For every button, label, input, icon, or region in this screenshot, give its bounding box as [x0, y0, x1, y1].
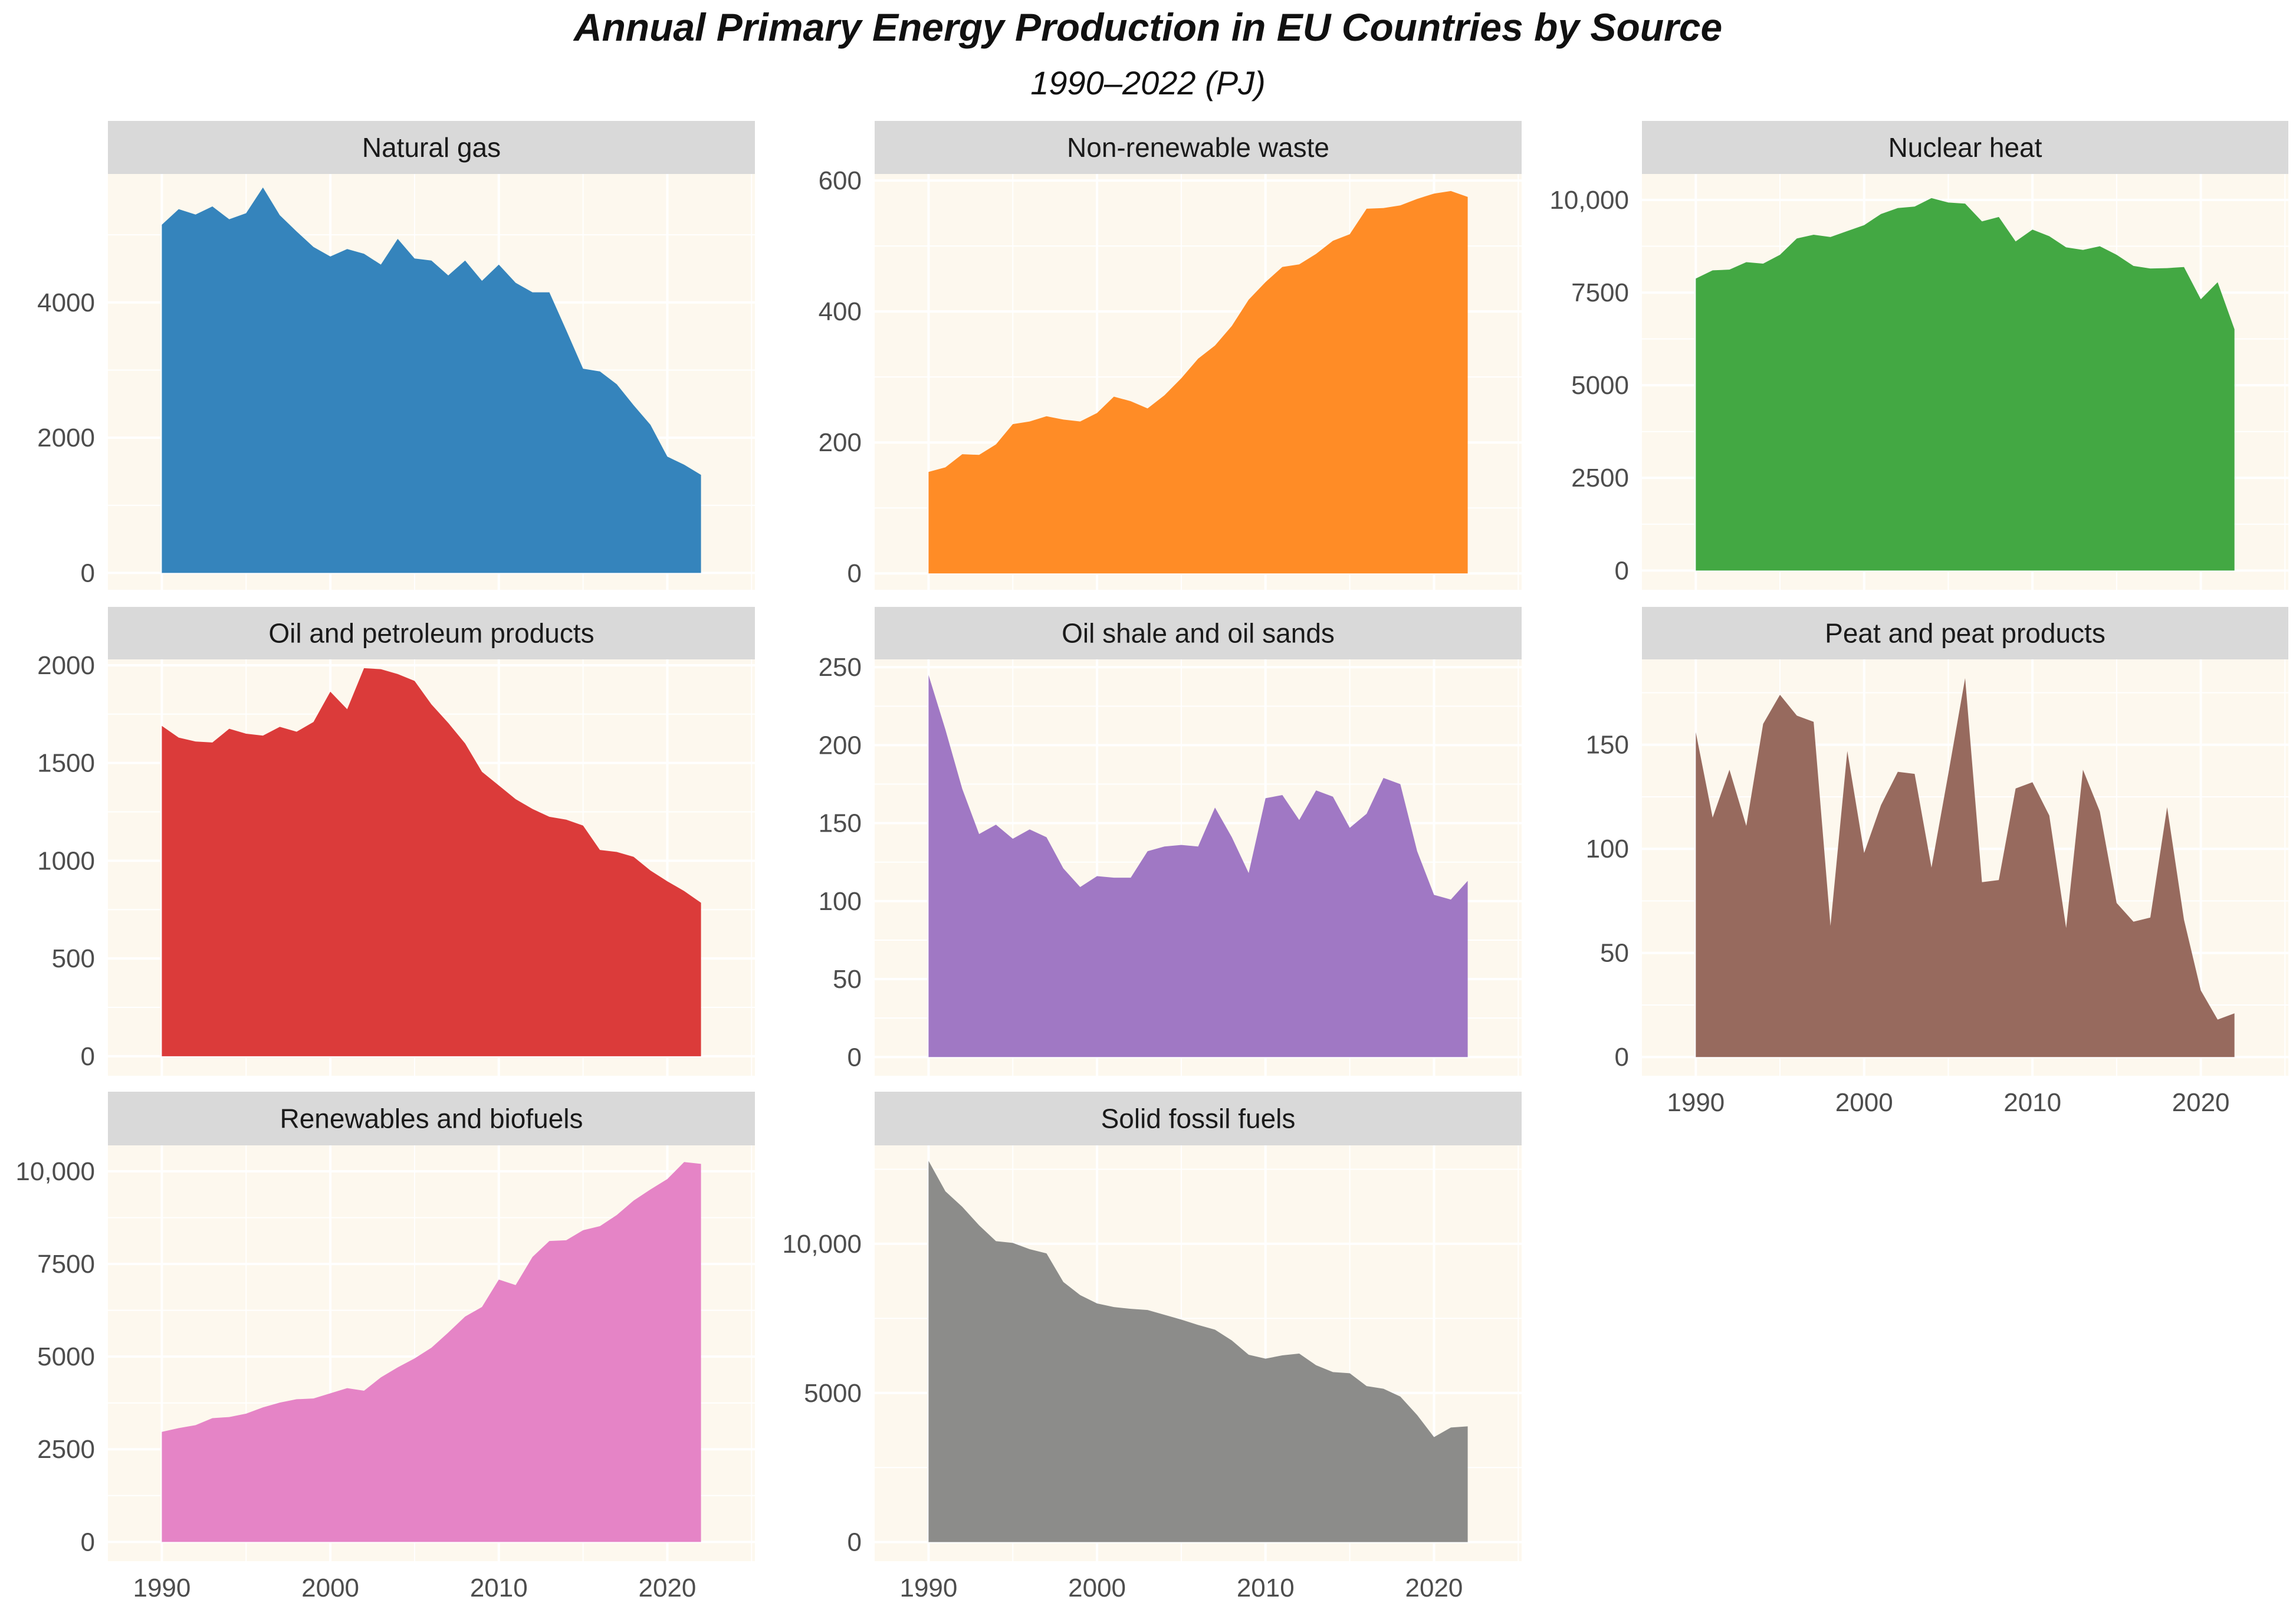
x-tick-label: 2020	[1405, 1574, 1463, 1602]
strip-background	[1642, 607, 2288, 659]
y-tick-label: 1500	[37, 749, 95, 778]
strip-background	[108, 607, 755, 659]
chart-title: Annual Primary Energy Production in EU C…	[573, 5, 1723, 49]
y-tick-label: 250	[819, 653, 862, 682]
panel-solid-fossil-fuels: Solid fossil fuels 0 5000 10,000 1990 2000 201…	[782, 1092, 1522, 1602]
y-tick-label: 2000	[37, 651, 95, 680]
y-tick-label: 5000	[37, 1342, 95, 1371]
y-tick-label: 1000	[37, 846, 95, 875]
panel-peat-and-peat-products: Peat and peat products 0 50 100 150 1990 2000 2…	[1586, 607, 2288, 1117]
y-tick-label: 0	[848, 559, 862, 588]
panel-title: Peat and peat products	[1825, 618, 2106, 649]
y-tick-label: 10,000	[15, 1157, 95, 1186]
y-tick-label: 0	[81, 1528, 95, 1556]
y-tick-label: 5000	[804, 1379, 862, 1408]
y-tick-label: 150	[1586, 731, 1629, 760]
area-nuclear-heat	[1696, 198, 2235, 571]
area-oil-shale-and-oil-sands	[928, 675, 1468, 1057]
panel-title: Nuclear heat	[1888, 132, 2042, 163]
y-tick-label: 2000	[37, 423, 95, 452]
y-tick-label: 5000	[1571, 371, 1629, 400]
y-tick-label: 500	[52, 944, 95, 973]
y-tick-label: 2500	[1571, 464, 1629, 492]
panel-renewables-and-biofuels: Renewables and biofuels 0 2500 5000 7500 10,0…	[15, 1092, 755, 1602]
x-tick-label: 2000	[1068, 1574, 1126, 1602]
area-natural-gas	[162, 187, 701, 573]
panel-title: Renewables and biofuels	[280, 1103, 583, 1134]
strip-background	[875, 1092, 1522, 1145]
y-tick-label: 150	[819, 809, 862, 838]
y-tick-label: 10,000	[782, 1230, 862, 1259]
y-tick-label: 2500	[37, 1435, 95, 1464]
y-tick-label: 100	[819, 887, 862, 916]
x-tick-label: 1990	[1667, 1088, 1725, 1117]
y-tick-label: 0	[1615, 1043, 1629, 1072]
panel-natural-gas: Natural gas 0 2000 4000	[37, 121, 755, 590]
panel-title: Oil and petroleum products	[268, 618, 594, 649]
area-non-renewable-waste	[928, 191, 1468, 574]
y-tick-label: 10,000	[1549, 186, 1629, 215]
panel-non-renewable-waste: Non-renewable waste 0 200 400 600	[819, 121, 1522, 590]
y-tick-label: 200	[819, 731, 862, 760]
area-renewables-and-biofuels	[162, 1162, 701, 1542]
strip-background	[108, 1092, 755, 1145]
panel-title: Solid fossil fuels	[1101, 1103, 1296, 1134]
strip-background	[1642, 121, 2288, 174]
x-tick-label: 1990	[899, 1574, 957, 1602]
y-tick-label: 0	[848, 1043, 862, 1072]
y-tick-label: 400	[819, 297, 862, 326]
y-tick-label: 7500	[37, 1250, 95, 1279]
y-tick-label: 0	[81, 1042, 95, 1071]
x-tick-label: 2020	[2172, 1088, 2230, 1117]
panel-oil-shale-and-oil-sands: Oil shale and oil sands 0 50 100 150 200 250	[819, 607, 1522, 1076]
y-tick-label: 50	[833, 965, 862, 994]
strip-background	[875, 607, 1522, 659]
y-tick-label: 0	[81, 559, 95, 587]
y-tick-label: 100	[1586, 835, 1629, 863]
x-tick-label: 2010	[1237, 1574, 1295, 1602]
x-tick-label: 2020	[639, 1574, 697, 1602]
panel-title: Natural gas	[362, 132, 501, 163]
y-tick-label: 0	[1615, 556, 1629, 585]
y-tick-label: 600	[819, 166, 862, 195]
chart-subtitle: 1990–2022 (PJ)	[1030, 64, 1266, 101]
strip-background	[108, 121, 755, 174]
y-tick-label: 200	[819, 428, 862, 457]
x-tick-label: 2000	[301, 1574, 359, 1602]
panel-nuclear-heat: Nuclear heat 0 2500 5000 7500 10,000	[1549, 121, 2288, 590]
x-tick-label: 1990	[133, 1574, 190, 1602]
y-tick-label: 0	[848, 1528, 862, 1557]
x-tick-label: 2010	[470, 1574, 528, 1602]
y-tick-label: 50	[1600, 939, 1629, 968]
x-tick-label: 2010	[2003, 1088, 2061, 1117]
y-tick-label: 7500	[1571, 278, 1629, 307]
panel-title: Non-renewable waste	[1067, 132, 1329, 163]
panel-oil-and-petroleum-products: Oil and petroleum products 0 500 1000 1500 20…	[37, 607, 755, 1076]
area-solid-fossil-fuels	[928, 1161, 1468, 1542]
area-oil-and-petroleum-products	[162, 668, 701, 1056]
area-peat-and-peat-products	[1696, 678, 2235, 1057]
y-tick-label: 4000	[37, 288, 95, 317]
panel-title: Oil shale and oil sands	[1062, 618, 1335, 649]
strip-background	[875, 121, 1522, 174]
x-tick-label: 2000	[1835, 1088, 1893, 1117]
